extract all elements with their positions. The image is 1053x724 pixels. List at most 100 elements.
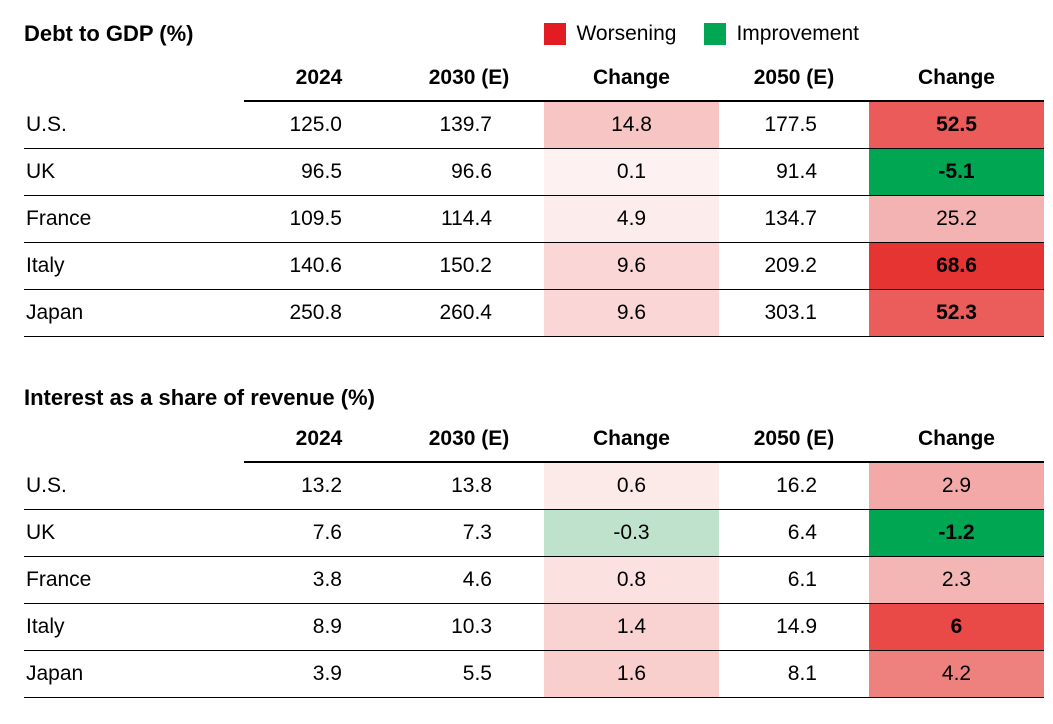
cell-2024: 96.5 bbox=[244, 149, 394, 196]
cell-country: Italy bbox=[24, 604, 244, 651]
col-2030e: 2030 (E) bbox=[394, 58, 544, 101]
cell-2024: 3.9 bbox=[244, 651, 394, 698]
cell-change-2030: 1.6 bbox=[544, 651, 719, 698]
cell-change-2050: 4.2 bbox=[869, 651, 1044, 698]
table-row: UK96.596.60.191.4-5.1 bbox=[24, 149, 1044, 196]
legend-improvement: Improvement bbox=[704, 22, 859, 46]
cell-2050e: 177.5 bbox=[719, 101, 869, 149]
table-interest-share: 2024 2030 (E) Change 2050 (E) Change U.S… bbox=[24, 419, 1044, 698]
col-2050e: 2050 (E) bbox=[719, 419, 869, 462]
cell-2050e: 209.2 bbox=[719, 243, 869, 290]
col-country bbox=[24, 419, 244, 462]
legend-improvement-swatch bbox=[704, 23, 726, 45]
cell-change-2030: 14.8 bbox=[544, 101, 719, 149]
cell-change-2050: 68.6 bbox=[869, 243, 1044, 290]
cell-2030e: 10.3 bbox=[394, 604, 544, 651]
table-row: Japan3.95.51.68.14.2 bbox=[24, 651, 1044, 698]
cell-country: UK bbox=[24, 149, 244, 196]
cell-2030e: 139.7 bbox=[394, 101, 544, 149]
section-gap bbox=[24, 337, 1029, 385]
col-change1: Change bbox=[544, 419, 719, 462]
cell-2030e: 114.4 bbox=[394, 196, 544, 243]
table1-body: U.S.125.0139.714.8177.552.5UK96.596.60.1… bbox=[24, 101, 1044, 337]
cell-2030e: 7.3 bbox=[394, 510, 544, 557]
table-row: Japan250.8260.49.6303.152.3 bbox=[24, 290, 1044, 337]
cell-2024: 250.8 bbox=[244, 290, 394, 337]
cell-2024: 7.6 bbox=[244, 510, 394, 557]
table-header-row: 2024 2030 (E) Change 2050 (E) Change bbox=[24, 58, 1044, 101]
cell-change-2030: -0.3 bbox=[544, 510, 719, 557]
cell-change-2050: -5.1 bbox=[869, 149, 1044, 196]
cell-country: Japan bbox=[24, 290, 244, 337]
table-row: UK7.67.3-0.36.4-1.2 bbox=[24, 510, 1044, 557]
section1-title: Debt to GDP (%) bbox=[24, 21, 193, 47]
cell-2050e: 91.4 bbox=[719, 149, 869, 196]
cell-2030e: 5.5 bbox=[394, 651, 544, 698]
table-row: U.S.13.213.80.616.22.9 bbox=[24, 462, 1044, 510]
cell-country: UK bbox=[24, 510, 244, 557]
cell-2030e: 150.2 bbox=[394, 243, 544, 290]
cell-2030e: 13.8 bbox=[394, 462, 544, 510]
col-change2: Change bbox=[869, 58, 1044, 101]
legend-worsening: Worsening bbox=[544, 22, 676, 46]
legend-improvement-label: Improvement bbox=[736, 22, 859, 46]
tables-container: Debt to GDP (%) Worsening Improvement 20… bbox=[0, 0, 1053, 724]
cell-change-2030: 1.4 bbox=[544, 604, 719, 651]
cell-2030e: 96.6 bbox=[394, 149, 544, 196]
table-row: France109.5114.44.9134.725.2 bbox=[24, 196, 1044, 243]
cell-change-2050: 2.9 bbox=[869, 462, 1044, 510]
table-row: France3.84.60.86.12.3 bbox=[24, 557, 1044, 604]
cell-2030e: 4.6 bbox=[394, 557, 544, 604]
cell-2050e: 6.1 bbox=[719, 557, 869, 604]
section1-header-row: Debt to GDP (%) Worsening Improvement bbox=[24, 18, 1029, 50]
cell-change-2050: -1.2 bbox=[869, 510, 1044, 557]
table-header-row: 2024 2030 (E) Change 2050 (E) Change bbox=[24, 419, 1044, 462]
section2-title: Interest as a share of revenue (%) bbox=[24, 385, 1029, 411]
cell-change-2030: 4.9 bbox=[544, 196, 719, 243]
cell-change-2050: 6 bbox=[869, 604, 1044, 651]
cell-change-2050: 52.3 bbox=[869, 290, 1044, 337]
col-change1: Change bbox=[544, 58, 719, 101]
cell-change-2030: 9.6 bbox=[544, 290, 719, 337]
table-row: Italy140.6150.29.6209.268.6 bbox=[24, 243, 1044, 290]
col-2030e: 2030 (E) bbox=[394, 419, 544, 462]
table-row: U.S.125.0139.714.8177.552.5 bbox=[24, 101, 1044, 149]
cell-country: Japan bbox=[24, 651, 244, 698]
table-row: Italy8.910.31.414.96 bbox=[24, 604, 1044, 651]
cell-change-2030: 9.6 bbox=[544, 243, 719, 290]
col-2024: 2024 bbox=[244, 58, 394, 101]
col-2050e: 2050 (E) bbox=[719, 58, 869, 101]
legend-worsening-label: Worsening bbox=[576, 22, 676, 46]
cell-2050e: 14.9 bbox=[719, 604, 869, 651]
cell-change-2030: 0.6 bbox=[544, 462, 719, 510]
cell-country: France bbox=[24, 196, 244, 243]
cell-2050e: 134.7 bbox=[719, 196, 869, 243]
cell-2024: 140.6 bbox=[244, 243, 394, 290]
table2-body: U.S.13.213.80.616.22.9UK7.67.3-0.36.4-1.… bbox=[24, 462, 1044, 698]
cell-2024: 13.2 bbox=[244, 462, 394, 510]
cell-change-2030: 0.1 bbox=[544, 149, 719, 196]
cell-country: U.S. bbox=[24, 101, 244, 149]
col-2024: 2024 bbox=[244, 419, 394, 462]
cell-2050e: 6.4 bbox=[719, 510, 869, 557]
cell-change-2030: 0.8 bbox=[544, 557, 719, 604]
cell-country: France bbox=[24, 557, 244, 604]
cell-country: Italy bbox=[24, 243, 244, 290]
cell-2024: 125.0 bbox=[244, 101, 394, 149]
cell-change-2050: 52.5 bbox=[869, 101, 1044, 149]
cell-2050e: 16.2 bbox=[719, 462, 869, 510]
legend-worsening-swatch bbox=[544, 23, 566, 45]
table-debt-to-gdp: 2024 2030 (E) Change 2050 (E) Change U.S… bbox=[24, 58, 1044, 337]
cell-country: U.S. bbox=[24, 462, 244, 510]
cell-2024: 3.8 bbox=[244, 557, 394, 604]
cell-2030e: 260.4 bbox=[394, 290, 544, 337]
legend: Worsening Improvement bbox=[544, 22, 1029, 46]
cell-2050e: 303.1 bbox=[719, 290, 869, 337]
cell-2050e: 8.1 bbox=[719, 651, 869, 698]
col-change2: Change bbox=[869, 419, 1044, 462]
cell-change-2050: 25.2 bbox=[869, 196, 1044, 243]
col-country bbox=[24, 58, 244, 101]
cell-change-2050: 2.3 bbox=[869, 557, 1044, 604]
cell-2024: 8.9 bbox=[244, 604, 394, 651]
cell-2024: 109.5 bbox=[244, 196, 394, 243]
